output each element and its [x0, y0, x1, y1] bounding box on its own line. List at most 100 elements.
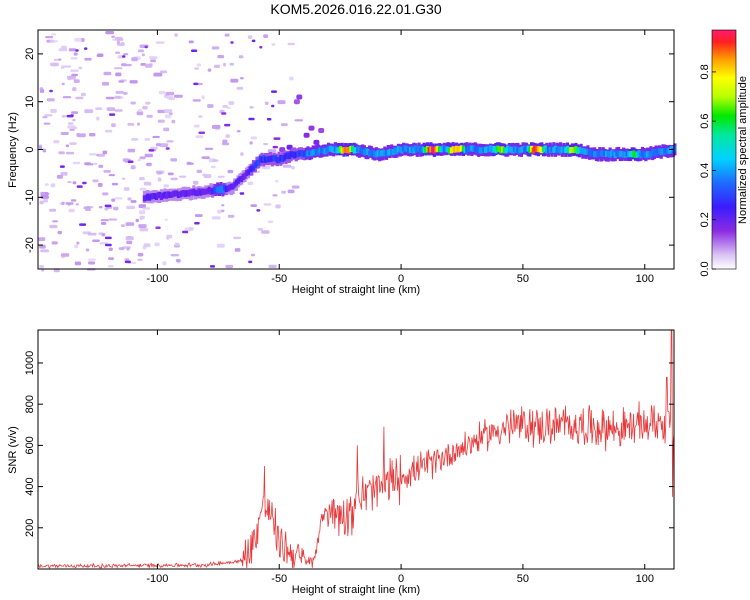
noise-speckle	[220, 209, 225, 213]
noise-speckle	[137, 252, 144, 257]
noise-speckle	[257, 227, 263, 231]
ridge-core-cell	[211, 188, 215, 195]
spectrogram-y-label: Frequency (Hz)	[7, 112, 19, 188]
noise-speckle	[130, 200, 137, 203]
ridge-core-cell	[275, 157, 279, 164]
ridge-core-cell	[553, 145, 558, 152]
ridge-core-cell	[559, 147, 563, 154]
snr-y-label: SNR (v/v)	[7, 426, 19, 474]
ridge-core-cell	[292, 152, 297, 159]
noise-speckle	[230, 41, 234, 44]
noise-speckle	[114, 197, 123, 200]
ridge-core-cell	[441, 145, 445, 152]
noise-speckle	[221, 204, 225, 207]
noise-speckle	[175, 259, 181, 263]
y-tick-label: 1000	[24, 351, 36, 375]
noise-speckle	[194, 67, 199, 70]
ridge-core-cell	[637, 150, 641, 157]
ridge-core-cell	[458, 145, 462, 152]
noise-speckle	[131, 138, 139, 141]
ridge-core-cell	[453, 146, 457, 153]
ridge-core-cell	[635, 151, 639, 158]
noise-speckle	[166, 234, 173, 239]
noise-speckle	[155, 41, 165, 44]
ridge-core-cell	[354, 147, 358, 153]
noise-speckle	[275, 180, 279, 183]
ridge-core-cell	[352, 147, 356, 154]
ridge-core-cell	[165, 192, 169, 199]
ridge-core-cell	[262, 155, 266, 162]
noise-speckle	[195, 135, 204, 139]
x-tick-label: 0	[398, 573, 404, 585]
noise-speckle	[72, 119, 76, 122]
x-tick-label: -50	[271, 573, 287, 585]
noise-speckle	[39, 200, 44, 205]
noise-speckle	[70, 69, 79, 72]
noise-speckle	[289, 76, 294, 81]
ridge-core-cell	[255, 160, 259, 167]
noise-speckle	[222, 105, 228, 108]
ridge-core-cell	[429, 146, 433, 153]
ridge-core-cell	[188, 189, 192, 196]
ridge-core-cell	[246, 169, 250, 176]
noise-speckle	[221, 142, 230, 146]
ridge-core-cell	[321, 147, 326, 154]
noise-speckle	[283, 164, 292, 168]
ridge-core-cell	[446, 146, 450, 153]
noise-speckle	[87, 232, 97, 236]
ridge-core-cell	[335, 147, 339, 154]
ridge-core-cell	[410, 145, 414, 152]
noise-speckle	[213, 64, 221, 68]
noise-speckle	[163, 127, 170, 132]
y-tick-label: 20	[24, 48, 36, 60]
noise-speckle	[72, 181, 77, 185]
noise-speckle	[194, 222, 200, 225]
noise-speckle	[224, 33, 230, 37]
ridge-core-cell	[241, 173, 245, 180]
ridge-core-cell	[417, 145, 421, 152]
noise-speckle	[308, 125, 315, 131]
ridge-core-cell	[564, 147, 568, 154]
ridge-core-cell	[586, 149, 590, 155]
ridge-core-cell	[538, 146, 542, 153]
ridge-core-cell	[422, 147, 426, 153]
y-tick-label: 10	[24, 96, 36, 108]
ridge-core-cell	[251, 164, 256, 171]
noise-speckle	[78, 66, 83, 70]
noise-speckle	[56, 174, 63, 179]
ridge-core-cell	[494, 147, 498, 154]
spectrogram-y-axis: -20 -10 0 10 20	[24, 48, 674, 253]
ridge-core-cell	[328, 145, 332, 152]
ridge-core-cell	[642, 151, 646, 158]
noise-speckle	[57, 230, 62, 235]
ridge-core-cell	[228, 184, 232, 191]
noise-speckle	[130, 101, 136, 105]
noise-speckle	[248, 117, 255, 121]
colorbar-label: Normalized spectral amplitude	[737, 76, 749, 224]
noise-speckle	[182, 230, 189, 234]
noise-speckle	[155, 226, 161, 229]
ridge-core-cell	[463, 147, 467, 154]
ridge-core-cell	[163, 191, 167, 198]
ridge-core-cell	[477, 146, 481, 152]
ridge-core-cell	[627, 151, 631, 158]
ridge-core-cell	[337, 147, 341, 154]
noise-speckle	[114, 109, 123, 112]
noise-speckle	[97, 153, 105, 157]
noise-speckle	[40, 249, 49, 253]
ridge-core-cell	[388, 149, 392, 156]
ridge-core-cell	[581, 147, 585, 154]
ridge-core-cell	[347, 147, 351, 154]
noise-speckle	[207, 68, 212, 72]
ridge-core-cell	[628, 151, 633, 157]
y-tick-label: 400	[24, 477, 36, 495]
noise-speckle	[111, 35, 115, 38]
noise-speckle	[229, 62, 234, 66]
x-tick-label: -100	[146, 273, 168, 285]
noise-speckle	[84, 47, 88, 50]
noise-speckle	[280, 123, 288, 127]
noise-speckle	[247, 181, 254, 185]
noise-speckle	[171, 119, 176, 124]
ridge-core-cell	[456, 146, 460, 153]
snr-plot-area	[38, 330, 674, 569]
